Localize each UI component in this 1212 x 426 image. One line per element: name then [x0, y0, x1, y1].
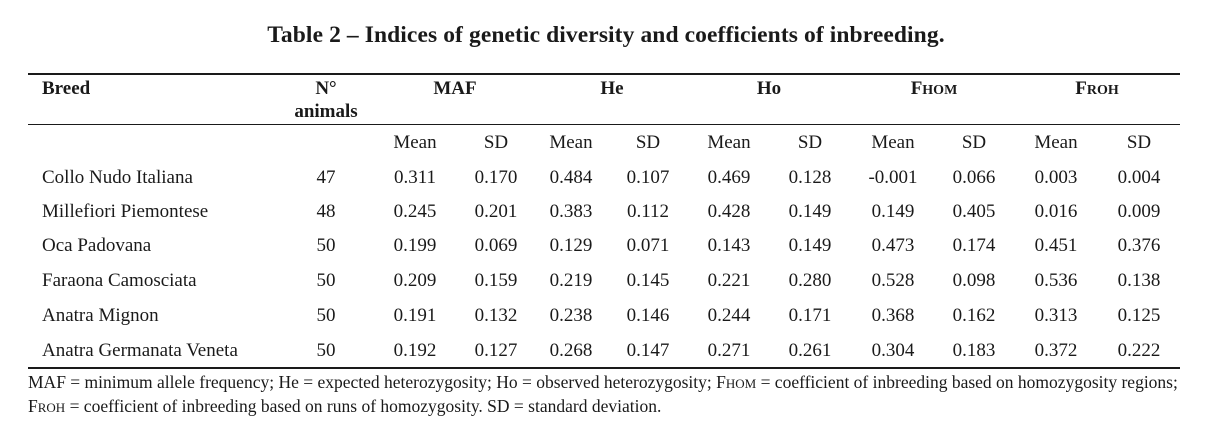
subheader-mean: Mean — [549, 132, 593, 153]
cell-value: 0.145 — [626, 270, 670, 291]
cell-value: 0.405 — [952, 201, 996, 222]
cell-value: 0.159 — [474, 270, 518, 291]
cell-value: 0.147 — [626, 340, 670, 361]
cell-breed: Oca Padovana — [42, 235, 152, 256]
header-animals-line2: animals — [294, 101, 358, 122]
cell-value: 0.146 — [626, 305, 670, 326]
cell-value: 0.003 — [1034, 167, 1078, 188]
cell-value: 0.107 — [626, 167, 670, 188]
cell-animals: 50 — [316, 270, 336, 291]
subheader-mean: Mean — [871, 132, 915, 153]
cell-value: 0.313 — [1034, 305, 1078, 326]
cell-value: 0.473 — [871, 235, 915, 256]
cell-value: 0.016 — [1034, 201, 1078, 222]
cell-breed: Faraona Camosciata — [42, 270, 197, 291]
cell-animals: 50 — [316, 340, 336, 361]
cell-value: 0.143 — [707, 235, 751, 256]
table-top-rule — [28, 73, 1180, 75]
cell-value: 0.469 — [707, 167, 751, 188]
cell-animals: 48 — [316, 201, 336, 222]
cell-value: 0.209 — [393, 270, 437, 291]
cell-breed: Millefiori Piemontese — [42, 201, 209, 222]
cell-breed: Anatra Mignon — [42, 305, 159, 326]
cell-value: 0.383 — [549, 201, 593, 222]
header-fhom: FHOM — [910, 78, 958, 99]
cell-value: 0.428 — [707, 201, 751, 222]
table-footnote: MAF = minimum allele frequency; He = exp… — [28, 372, 1178, 416]
cell-value: 0.484 — [549, 167, 593, 188]
cell-value: 0.098 — [952, 270, 996, 291]
cell-value: 0.261 — [788, 340, 832, 361]
header-maf: MAF — [433, 78, 477, 99]
cell-value: 0.127 — [474, 340, 518, 361]
cell-value: 0.368 — [871, 305, 915, 326]
cell-value: 0.376 — [1117, 235, 1161, 256]
header-animals-line1: N° — [315, 78, 337, 99]
subheader-sd: SD — [797, 132, 823, 153]
cell-value: 0.162 — [952, 305, 996, 326]
cell-value: 0.222 — [1117, 340, 1161, 361]
cell-value: 0.244 — [707, 305, 751, 326]
subheader-sd: SD — [635, 132, 661, 153]
cell-value: 0.238 — [549, 305, 593, 326]
table-bottom-rule — [28, 367, 1180, 369]
cell-value: 0.149 — [788, 235, 832, 256]
subheader-sd: SD — [961, 132, 987, 153]
cell-value: 0.149 — [871, 201, 915, 222]
cell-value: 0.451 — [1034, 235, 1078, 256]
subheader-mean: Mean — [393, 132, 437, 153]
cell-value: 0.311 — [393, 167, 437, 188]
cell-value: 0.066 — [952, 167, 996, 188]
cell-value: 0.132 — [474, 305, 518, 326]
cell-breed: Anatra Germanata Veneta — [42, 340, 238, 361]
cell-value: 0.536 — [1034, 270, 1078, 291]
subheader-sd: SD — [483, 132, 509, 153]
cell-value: 0.071 — [626, 235, 670, 256]
cell-value: 0.128 — [788, 167, 832, 188]
header-he: He — [600, 78, 624, 99]
cell-value: 0.004 — [1117, 167, 1161, 188]
cell-value: 0.174 — [952, 235, 996, 256]
cell-animals: 50 — [316, 305, 336, 326]
cell-value: -0.001 — [868, 167, 918, 188]
header-ho: Ho — [756, 78, 782, 99]
cell-value: 0.183 — [952, 340, 996, 361]
cell-value: 0.149 — [788, 201, 832, 222]
subheader-mean: Mean — [707, 132, 751, 153]
cell-value: 0.280 — [788, 270, 832, 291]
cell-value: 0.129 — [549, 235, 593, 256]
cell-value: 0.069 — [474, 235, 518, 256]
cell-value: 0.138 — [1117, 270, 1161, 291]
cell-value: 0.125 — [1117, 305, 1161, 326]
cell-value: 0.170 — [474, 167, 518, 188]
cell-value: 0.221 — [707, 270, 751, 291]
cell-value: 0.271 — [707, 340, 751, 361]
cell-value: 0.201 — [474, 201, 518, 222]
cell-value: 0.192 — [393, 340, 437, 361]
cell-animals: 47 — [316, 167, 336, 188]
cell-value: 0.304 — [871, 340, 915, 361]
subheader-sd: SD — [1126, 132, 1152, 153]
header-froh: FROH — [1075, 78, 1119, 99]
cell-value: 0.009 — [1117, 201, 1161, 222]
cell-value: 0.171 — [788, 305, 832, 326]
cell-value: 0.199 — [393, 235, 437, 256]
header-breed: Breed — [42, 78, 91, 99]
cell-value: 0.268 — [549, 340, 593, 361]
table-title: Table 2 – Indices of genetic diversity a… — [267, 22, 945, 48]
cell-breed: Collo Nudo Italiana — [42, 167, 193, 188]
cell-value: 0.245 — [393, 201, 437, 222]
cell-value: 0.112 — [626, 201, 670, 222]
cell-animals: 50 — [316, 235, 336, 256]
subheader-mean: Mean — [1034, 132, 1078, 153]
cell-value: 0.372 — [1034, 340, 1078, 361]
cell-value: 0.191 — [393, 305, 437, 326]
cell-value: 0.528 — [871, 270, 915, 291]
table-header-rule — [28, 124, 1180, 125]
cell-value: 0.219 — [549, 270, 593, 291]
